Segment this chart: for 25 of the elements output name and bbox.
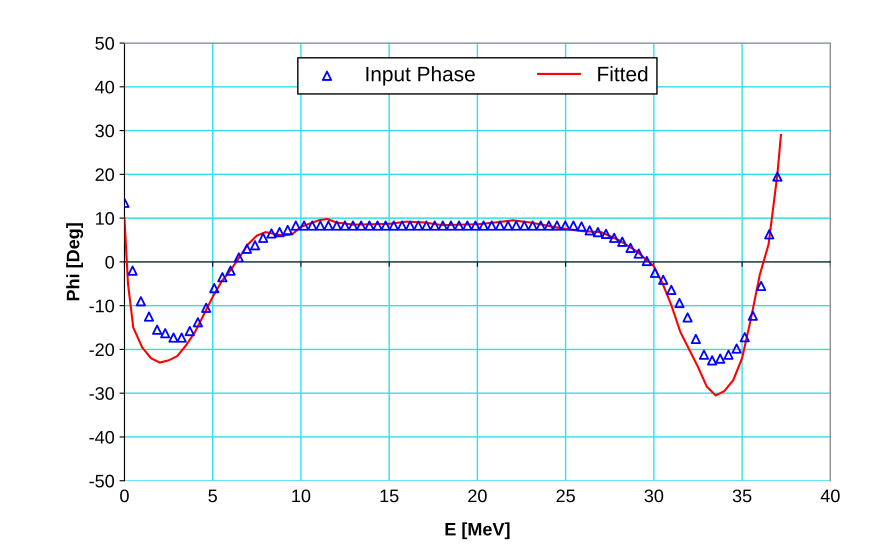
x-tick-label: 15 [380,490,398,502]
y-tick-label: 10 [96,212,114,225]
x-tick-label: 35 [732,489,752,502]
y-tick-label: 30 [95,124,114,138]
y-tick-label: 40 [95,80,114,94]
y-tick-label: -30 [89,387,114,400]
x-tick-label: 20 [468,489,487,502]
line-series [124,134,782,396]
x-tick-label: 40 [820,489,840,502]
y-tick-label: 0 [105,256,114,269]
legend-label: Fitted [598,66,648,82]
y-tick-label: 50 [95,36,114,50]
legend-label: Input Phase [366,66,475,86]
y-tick-label: -50 [89,474,114,488]
y-axis-title: Phi [Deg] [66,223,84,300]
y-tick-label: -10 [89,300,114,312]
x-tick-label: 10 [292,489,310,502]
y-tick-label: -40 [89,430,114,444]
x-axis-title: E [MeV] [445,522,510,540]
y-tick-label: 20 [96,168,114,182]
y-tick-label: -20 [89,343,114,356]
x-tick-label: 5 [208,490,217,502]
x-tick-label: 25 [556,489,575,502]
x-tick-label: 0 [120,489,129,502]
x-tick-label: 30 [644,489,664,502]
